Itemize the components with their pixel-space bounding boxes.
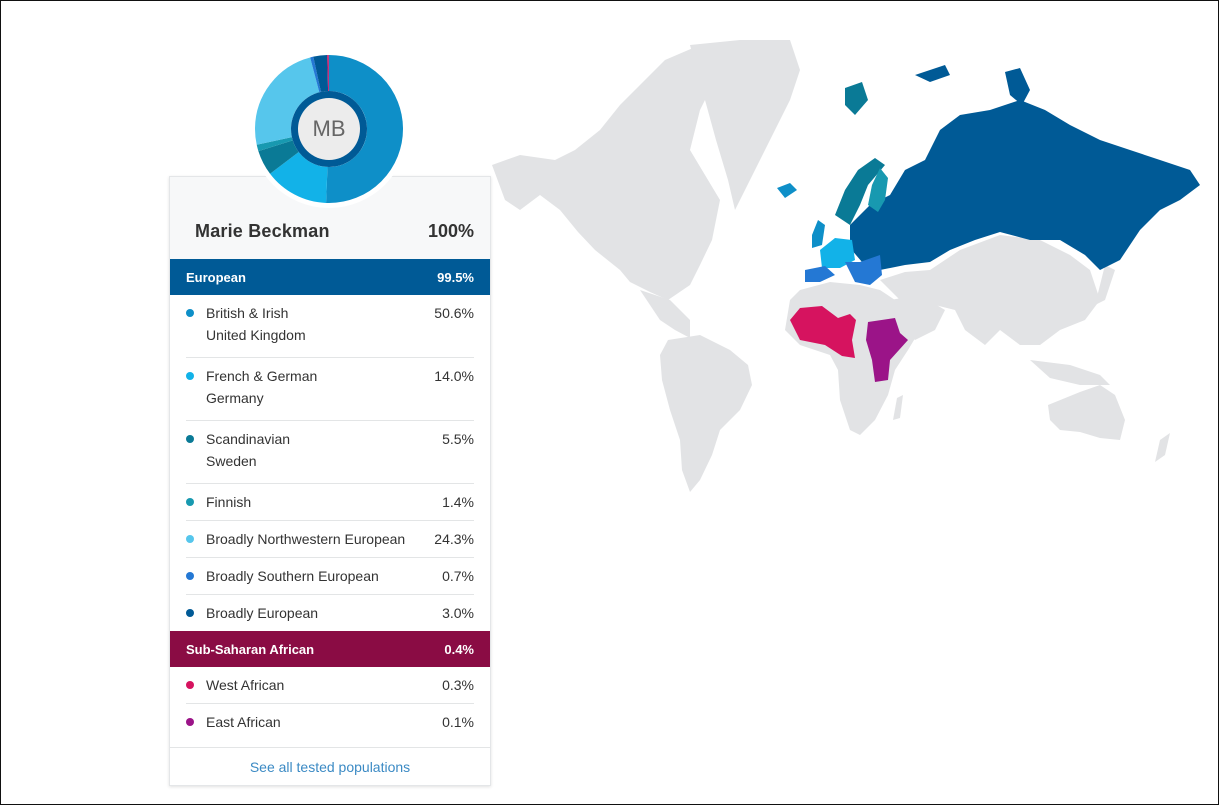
population-sublabel: Sweden xyxy=(206,453,257,469)
card-footer: See all tested populations xyxy=(170,747,490,785)
population-label: Scandinavian xyxy=(206,431,291,447)
population-label: West African xyxy=(206,677,285,693)
ancestry-donut-avatar[interactable]: MB xyxy=(249,49,409,209)
population-row-french-german[interactable]: French & German 14.0% Germany xyxy=(186,358,474,421)
legend-dot-icon xyxy=(186,309,194,317)
population-row-finnish[interactable]: Finnish 1.4% xyxy=(186,484,474,521)
population-label: Finnish xyxy=(206,494,252,510)
population-percent: 1.4% xyxy=(442,494,474,510)
ancestry-composition-card: Marie Beckman 100% European 99.5% Britis… xyxy=(169,176,491,786)
group-label: Sub-Saharan African xyxy=(186,641,315,657)
population-label: British & Irish xyxy=(206,305,289,321)
population-percent: 24.3% xyxy=(434,531,474,547)
population-percent: 0.3% xyxy=(442,677,474,693)
population-label: Broadly Southern European xyxy=(206,568,379,584)
population-percent: 3.0% xyxy=(442,605,474,621)
legend-dot-icon xyxy=(186,572,194,580)
ancestry-world-map[interactable] xyxy=(480,30,1210,510)
avatar-initials: MB xyxy=(312,116,346,141)
population-row-broadly-northwestern-european[interactable]: Broadly Northwestern European 24.3% xyxy=(186,521,474,558)
population-label: French & German xyxy=(206,368,318,384)
legend-dot-icon xyxy=(186,435,194,443)
region-broadly-european[interactable] xyxy=(850,100,1200,270)
group-sub-saharan-african[interactable]: Sub-Saharan African 0.4% xyxy=(170,631,490,667)
population-percent: 50.6% xyxy=(434,305,474,321)
population-row-east-african[interactable]: East African 0.1% xyxy=(186,704,474,740)
donut-chart-icon xyxy=(250,50,408,208)
region-southern-european[interactable] xyxy=(805,255,882,285)
group-percent: 99.5% xyxy=(437,269,474,285)
group-label: European xyxy=(186,269,246,285)
region-svalbard[interactable] xyxy=(845,82,868,115)
population-label: East African xyxy=(206,714,281,730)
region-french-german[interactable] xyxy=(820,238,855,268)
region-franz-josef[interactable] xyxy=(915,65,950,82)
population-sublabel: United Kingdom xyxy=(206,327,306,343)
region-british-irish[interactable] xyxy=(812,220,825,248)
population-row-british-irish[interactable]: British & Irish 50.6% United Kingdom xyxy=(186,295,474,358)
population-label: Broadly European xyxy=(206,605,319,621)
population-sublabel: Germany xyxy=(206,390,264,406)
legend-dot-icon xyxy=(186,372,194,380)
population-percent: 0.1% xyxy=(442,714,474,730)
region-iceland[interactable] xyxy=(777,183,797,198)
legend-dot-icon xyxy=(186,718,194,726)
region-finland[interactable] xyxy=(868,168,888,212)
population-row-scandinavian[interactable]: Scandinavian 5.5% Sweden xyxy=(186,421,474,484)
see-all-populations-link[interactable]: See all tested populations xyxy=(249,758,411,775)
legend-dot-icon xyxy=(186,609,194,617)
profile-name: Marie Beckman xyxy=(195,221,330,241)
population-row-broadly-southern-european[interactable]: Broadly Southern European 0.7% xyxy=(186,558,474,595)
card-header: Marie Beckman 100% xyxy=(170,177,490,259)
population-percent: 0.7% xyxy=(442,568,474,584)
population-row-west-african[interactable]: West African 0.3% xyxy=(186,667,474,704)
region-east-african[interactable] xyxy=(866,318,908,382)
legend-dot-icon xyxy=(186,498,194,506)
legend-dot-icon xyxy=(186,535,194,543)
region-arctic-islands[interactable] xyxy=(1005,68,1030,105)
total-percent: 100% xyxy=(427,221,474,241)
group-european[interactable]: European 99.5% xyxy=(170,259,490,295)
region-scandinavia[interactable] xyxy=(835,158,885,225)
group-percent: 0.4% xyxy=(444,641,474,657)
population-label: Broadly Northwestern European xyxy=(206,531,406,547)
population-percent: 14.0% xyxy=(434,368,474,384)
population-row-broadly-european[interactable]: Broadly European 3.0% xyxy=(186,595,474,631)
region-west-african[interactable] xyxy=(790,306,856,358)
population-percent: 5.5% xyxy=(442,431,474,447)
legend-dot-icon xyxy=(186,681,194,689)
